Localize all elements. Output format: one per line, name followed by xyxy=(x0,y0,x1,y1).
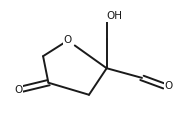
Text: O: O xyxy=(164,81,173,91)
Text: O: O xyxy=(14,85,22,95)
Text: OH: OH xyxy=(107,11,123,21)
Text: O: O xyxy=(64,36,72,46)
